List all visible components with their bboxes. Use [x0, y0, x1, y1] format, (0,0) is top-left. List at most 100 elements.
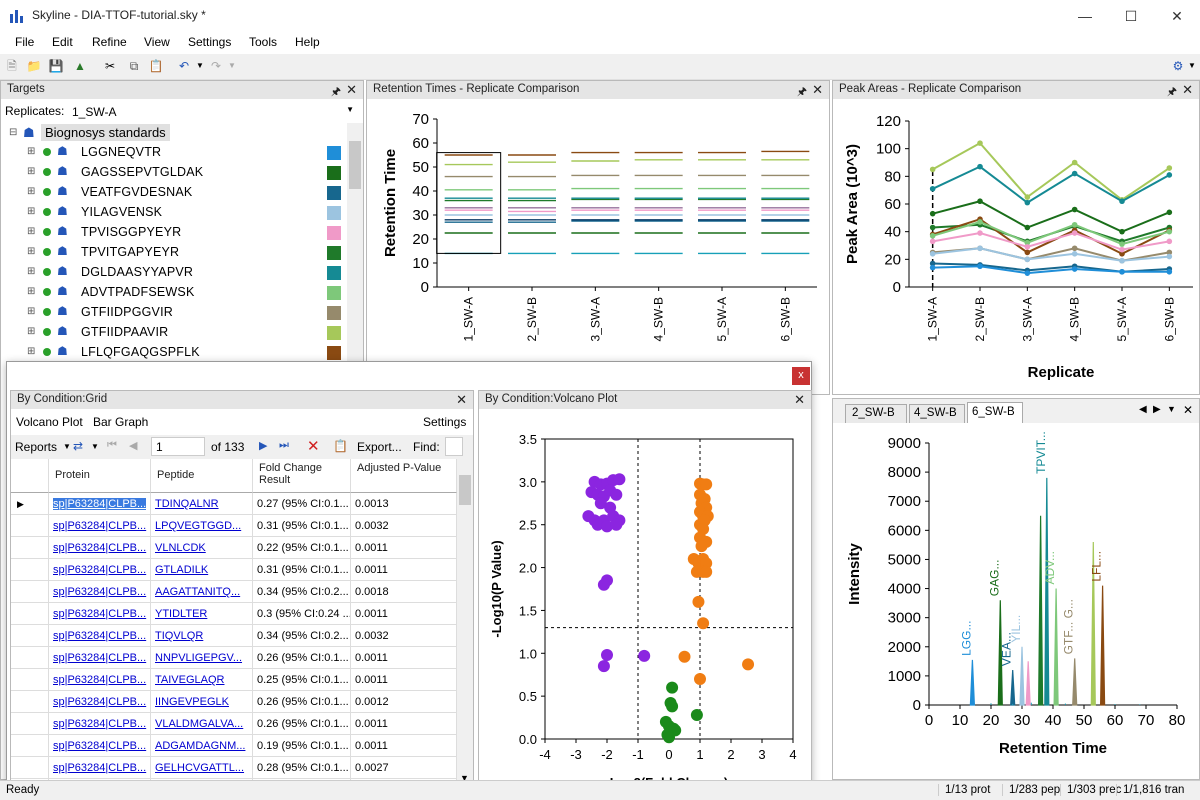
tree-scrollbar[interactable]: [347, 123, 363, 363]
expand-icon[interactable]: ⊞: [27, 286, 36, 297]
protein-cell[interactable]: sp|P63284|CLPB...: [49, 559, 151, 581]
peak-area-chart[interactable]: 0 20 40 60 80 100 120 Peak Area (10^3) Replicate…: [833, 99, 1199, 394]
expand-icon[interactable]: ⊞: [27, 186, 36, 197]
peptide-cell[interactable]: VLNLCDK: [151, 537, 253, 559]
peptide-cell[interactable]: IINGEVPEGLK: [151, 691, 253, 713]
redo-icon[interactable]: ↷: [210, 59, 222, 73]
peptide-cell[interactable]: GTLADILK: [151, 559, 253, 581]
close-icon[interactable]: ✕: [812, 82, 823, 97]
peptide-cell[interactable]: VLALDMGALVA...: [151, 713, 253, 735]
protein-cell[interactable]: sp|P63284|CLPB...: [49, 713, 151, 735]
row-header[interactable]: [11, 537, 49, 559]
row-header[interactable]: [11, 669, 49, 691]
protein-cell[interactable]: sp|P63284|CLPB...: [49, 581, 151, 603]
menu-settings[interactable]: Settings: [188, 35, 232, 49]
column-header[interactable]: Protein: [49, 459, 151, 493]
row-header[interactable]: [11, 625, 49, 647]
menu-file[interactable]: File: [15, 35, 35, 49]
export-button[interactable]: Export...: [357, 440, 402, 454]
protein-cell[interactable]: sp|P63284|CLPB...: [49, 493, 151, 515]
protein-cell[interactable]: sp|P63284|CLPB...: [49, 757, 151, 779]
integration-icon[interactable]: ⚙: [1172, 59, 1184, 73]
protein-cell[interactable]: sp|P63284|CLPB...: [49, 735, 151, 757]
cut-icon[interactable]: ✂: [104, 59, 116, 73]
protein-cell[interactable]: sp|P63284|CLPB...: [49, 537, 151, 559]
peptide-item[interactable]: ⊞ ☗ ADVTPADFSEWSK: [27, 283, 357, 303]
row-header[interactable]: [11, 735, 49, 757]
menu-refine[interactable]: Refine: [92, 35, 127, 49]
grid-scrollbar[interactable]: ▼: [457, 459, 473, 789]
peptide-item[interactable]: ⊞ ☗ YILAGVENSK: [27, 203, 357, 223]
save-icon[interactable]: 💾: [48, 59, 64, 73]
paste-icon[interactable]: 📋: [148, 59, 164, 73]
minimize-button[interactable]: —: [1078, 8, 1092, 24]
retention-time-chart[interactable]: 0 10 20 30 40 50 60 70 Retention Time 1_SW-A 2_SW-…: [367, 99, 829, 394]
collapse-icon[interactable]: ⊟: [9, 127, 18, 138]
peptide-item[interactable]: ⊞ ☗ LGGNEQVTR: [27, 143, 357, 163]
close-window-button[interactable]: ✕: [1171, 7, 1183, 24]
tab-6-sw-b[interactable]: 6_SW-B: [967, 402, 1023, 423]
protein-cell[interactable]: sp|P63284|CLPB...: [49, 669, 151, 691]
row-header[interactable]: [11, 581, 49, 603]
export-icon[interactable]: 📋: [333, 439, 348, 453]
peptide-cell[interactable]: ADGAMDAGNM...: [151, 735, 253, 757]
expand-icon[interactable]: ⊞: [27, 246, 36, 257]
expand-icon[interactable]: ⊞: [27, 146, 36, 157]
menu-help[interactable]: Help: [295, 35, 320, 49]
row-header[interactable]: [11, 713, 49, 735]
group-label[interactable]: Biognosys standards: [41, 124, 170, 141]
next-page-icon[interactable]: ▶: [259, 440, 268, 452]
close-icon[interactable]: ✕: [1182, 82, 1193, 97]
row-header[interactable]: [11, 757, 49, 779]
open-folder-icon[interactable]: 📁: [26, 59, 42, 73]
row-header[interactable]: [11, 603, 49, 625]
peptide-item[interactable]: ⊞ ☗ VEATFGVDESNAK: [27, 183, 357, 203]
expand-icon[interactable]: ⊞: [27, 226, 36, 237]
scrollbar-thumb[interactable]: [459, 475, 471, 505]
menu-view[interactable]: View: [144, 35, 170, 49]
pivot-icon[interactable]: ⇄: [73, 439, 84, 453]
integration-dropdown-icon[interactable]: ▼: [1188, 61, 1196, 70]
column-header[interactable]: Fold Change Result: [253, 459, 351, 493]
reports-dropdown[interactable]: Reports: [15, 440, 58, 454]
pin-icon[interactable]: 🖈: [330, 86, 341, 98]
peptide-item[interactable]: ⊞ ☗ LFLQFGAQGSPFLK: [27, 343, 357, 363]
expand-icon[interactable]: ⊞: [27, 306, 36, 317]
tab-menu-icon[interactable]: ▼: [1167, 404, 1176, 414]
menu-tools[interactable]: Tools: [249, 35, 278, 49]
volcano-plot-link[interactable]: Volcano Plot: [16, 415, 83, 429]
tab-next-icon[interactable]: ▶: [1153, 404, 1161, 415]
peptide-item[interactable]: ⊞ ☗ GTFIIDPGGVIR: [27, 303, 357, 323]
peptide-cell[interactable]: TDINQALNR: [151, 493, 253, 515]
peptide-cell[interactable]: TAIVEGLAQR: [151, 669, 253, 691]
protein-cell[interactable]: sp|P63284|CLPB...: [49, 647, 151, 669]
tab-prev-icon[interactable]: ◀: [1139, 404, 1147, 415]
column-header[interactable]: Peptide: [151, 459, 253, 493]
peptide-cell[interactable]: YTIDLTER: [151, 603, 253, 625]
peptide-cell[interactable]: NNPVLIGEPGV...: [151, 647, 253, 669]
page-number-input[interactable]: 1: [151, 437, 205, 456]
pin-icon[interactable]: 🖈: [1166, 86, 1177, 98]
delete-icon[interactable]: ✕: [307, 438, 320, 455]
row-header[interactable]: [11, 559, 49, 581]
bar-graph-link[interactable]: Bar Graph: [93, 415, 149, 429]
expand-icon[interactable]: ⊞: [27, 346, 36, 357]
expand-icon[interactable]: ⊞: [27, 326, 36, 337]
close-icon[interactable]: ✕: [346, 82, 357, 97]
tab-4-sw-b[interactable]: 4_SW-B: [909, 404, 965, 423]
peptide-item[interactable]: ⊞ ☗ TPVITGAPYEYR: [27, 243, 357, 263]
scroll-down-icon[interactable]: ▼: [460, 773, 469, 783]
close-icon[interactable]: ✕: [794, 392, 805, 407]
expand-icon[interactable]: ⊞: [27, 206, 36, 217]
peptide-item[interactable]: ⊞ ☗ TPVISGGPYEYR: [27, 223, 357, 243]
column-header[interactable]: Adjusted P-Value: [351, 459, 457, 493]
undo-icon[interactable]: ↶: [178, 59, 190, 73]
publish-icon[interactable]: ▲: [74, 59, 86, 73]
close-icon[interactable]: ✕: [1183, 403, 1194, 417]
undo-dropdown-icon[interactable]: ▼: [196, 61, 204, 70]
prev-page-icon[interactable]: ◀: [129, 440, 138, 452]
new-file-icon[interactable]: 🗎: [7, 59, 17, 73]
peptide-item[interactable]: ⊞ ☗ GAGSSEPVTGLDAK: [27, 163, 357, 183]
menu-edit[interactable]: Edit: [52, 35, 73, 49]
peptide-item[interactable]: ⊞ ☗ DGLDAASYYAPVR: [27, 263, 357, 283]
